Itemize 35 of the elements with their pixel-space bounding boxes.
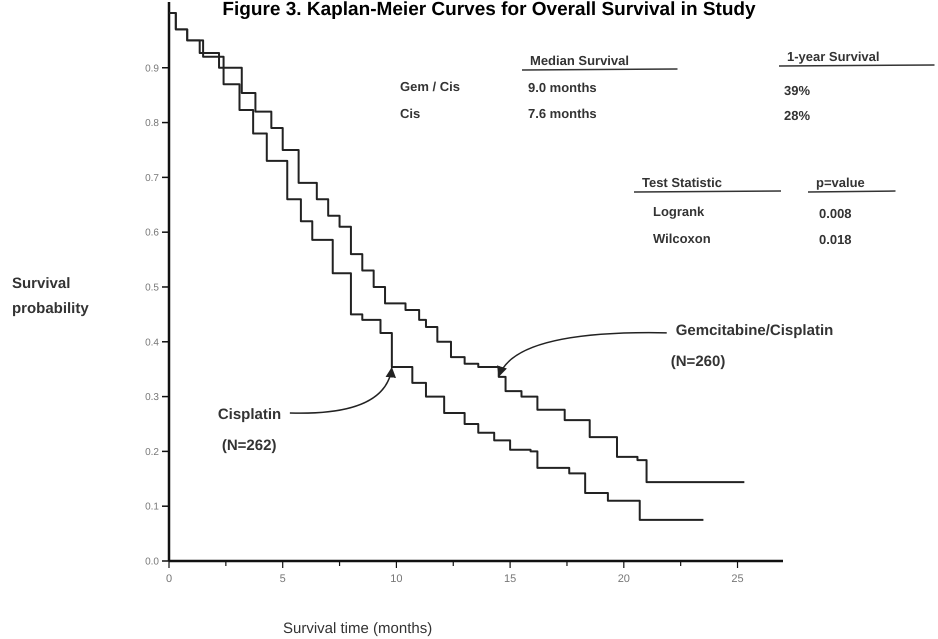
chart-title: Figure 3. Kaplan-Meier Curves for Overall Survival in Study [222,0,756,20]
y-tick-label: 0.7 [145,172,160,184]
annotation: 9.0 months [528,80,597,95]
text: 0.008 [819,206,852,221]
y-tick-label: 0.1 [145,502,160,513]
x-tick-label: 20 [618,573,630,585]
annotation: Cisplatin (N=262) [218,406,282,454]
x-tick-label: 0 [166,573,172,585]
x-tick-label: 5 [280,573,286,585]
x-axis-title: Survival time (months) [283,620,432,637]
y-tick-label: 0.8 [145,118,160,130]
x-tick-label: 10 [390,573,403,585]
annotation: 7.6 months [528,106,597,121]
text: 39% [784,83,810,98]
y-tick-label: 0.0 [145,556,160,568]
annotation: Test Statistic [642,175,722,190]
annotation: Gem / Cis [400,79,460,94]
text: 1-year Survival [787,49,880,64]
y-tick-label: 0.2 [145,446,160,458]
annotation: Median Survival [530,53,629,68]
text: p=value [816,175,865,190]
x-tick-label: 25 [731,573,744,585]
y-tick-label: 0.6 [145,228,160,239]
x-tick-label: 15 [504,573,516,585]
annotation: Gemcitabine/Cisplatin (N=260) [670,322,834,370]
text: 0.018 [819,232,852,247]
y-tick-label: 0.9 [145,63,160,74]
y-tick-label: 0.5 [145,282,160,294]
y-axis-title: Survival probability [12,274,90,317]
annotation: Cis [400,106,420,121]
annotation: Wilcoxon [653,231,711,246]
y-tick-label: 0.3 [145,392,160,404]
text: 28% [784,108,810,123]
annotation: Logrank [653,204,706,219]
y-tick-label: 0.4 [145,337,160,348]
